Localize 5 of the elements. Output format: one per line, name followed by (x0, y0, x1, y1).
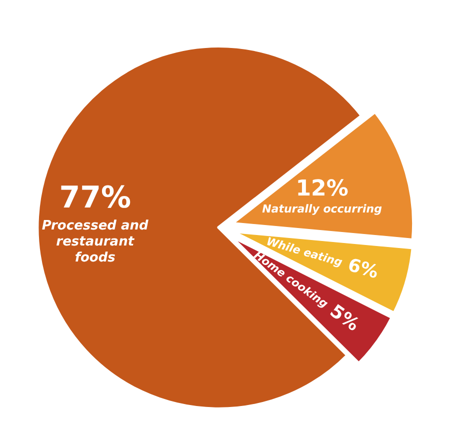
slice-label: Naturally occurring (262, 202, 382, 216)
data-label: 12% (296, 176, 348, 202)
data-label: 6% (346, 254, 381, 284)
slice-label: Processed and restaurant foods (42, 218, 150, 266)
data-label: 77% (59, 180, 132, 216)
